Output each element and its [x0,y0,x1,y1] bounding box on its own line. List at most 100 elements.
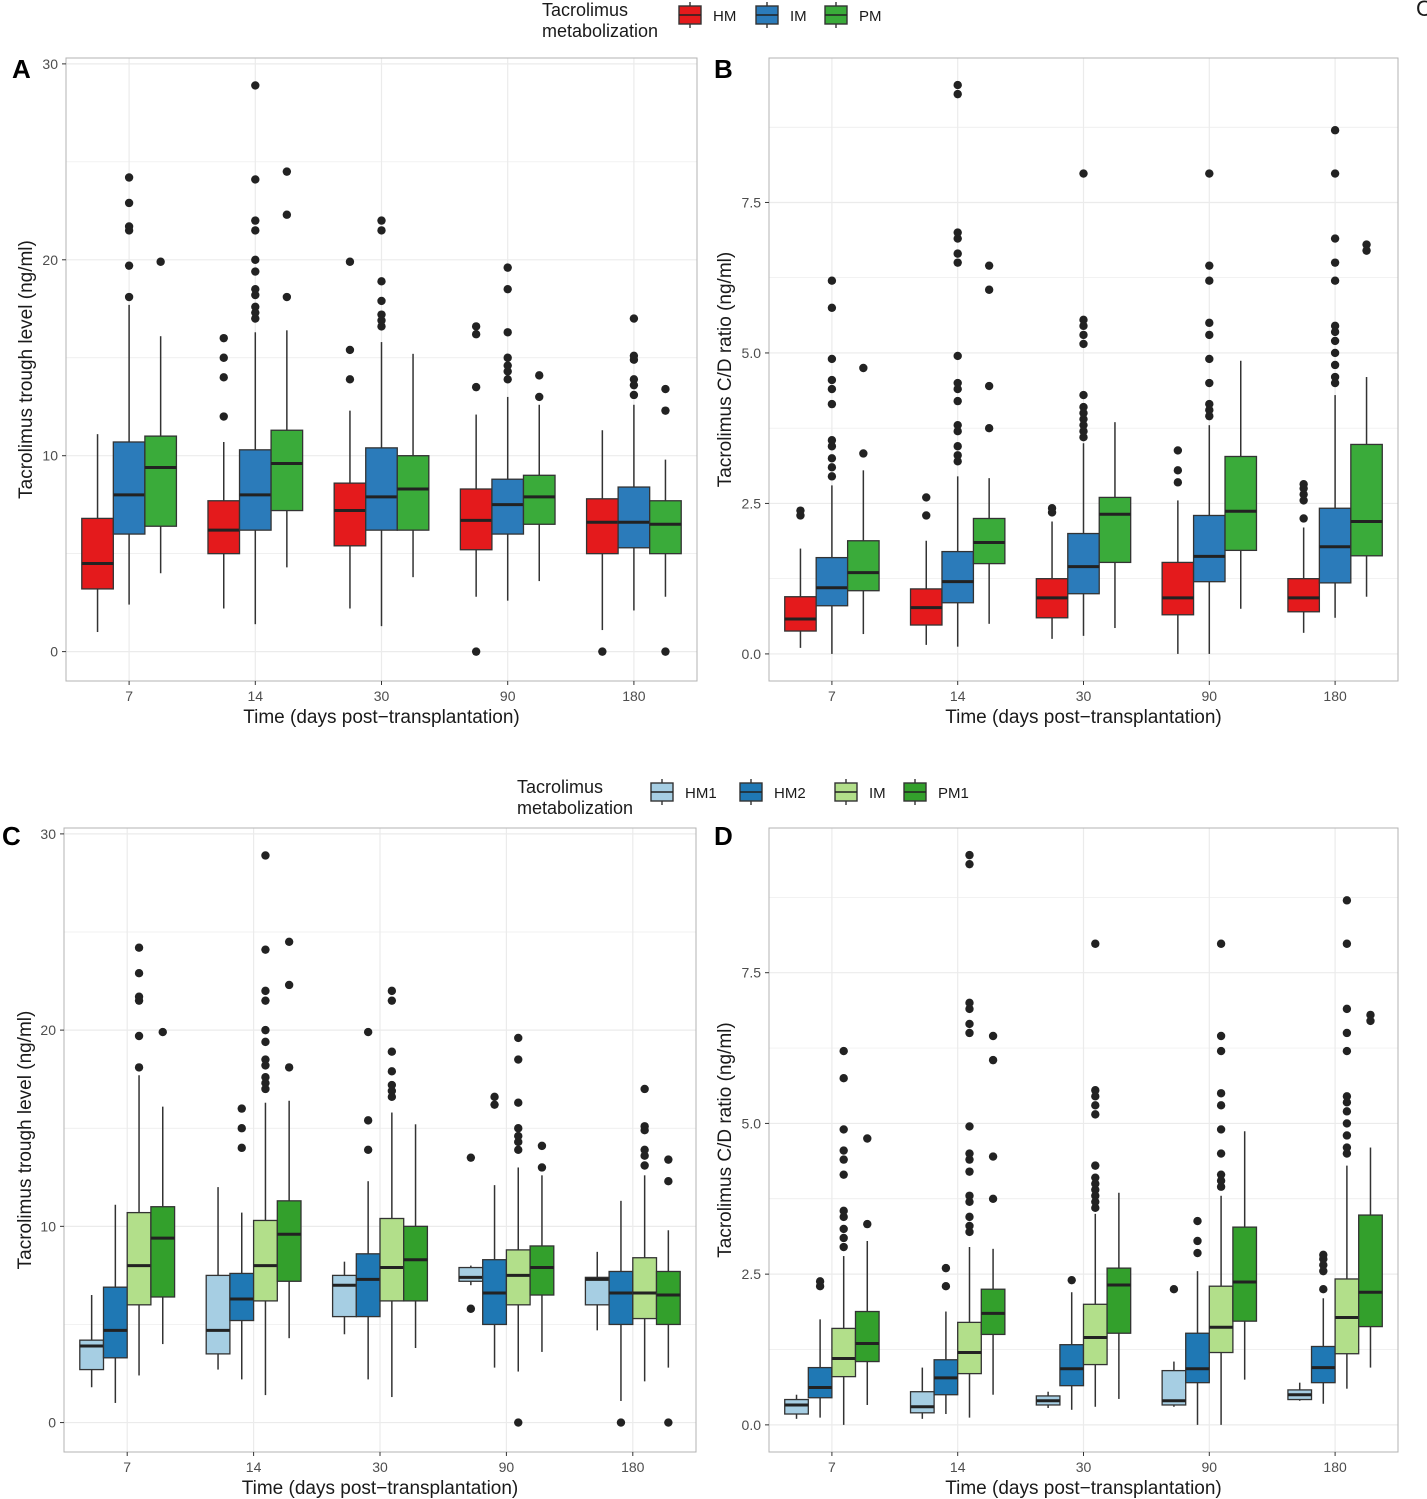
outlier-point [827,276,837,285]
box-hm2-7 [102,1204,128,1403]
box-hm-30 [1035,504,1069,639]
outlier-point [1079,330,1088,340]
outlier-point [284,1063,294,1072]
outlier-point [629,375,639,384]
box-body [815,556,849,607]
x-tick-label: 90 [499,1459,515,1475]
outlier-point [965,850,974,860]
outlier-point [1205,318,1214,328]
outlier-point [988,1194,998,1203]
outlier-point [1091,1092,1100,1101]
outlier-point [503,353,512,362]
box-pm1-7 [150,1027,176,1345]
outlier-point [629,390,639,400]
box-pm1-90 [529,1141,555,1352]
outlier-point [1342,1098,1352,1107]
outlier-point [640,1151,649,1160]
x-tick-label: 90 [500,688,516,704]
outlier-point [629,314,639,323]
x-axis-title: Time (days post−transplantation) [242,1478,519,1499]
outlier-point [1079,433,1088,442]
legend-label: IM [790,8,807,25]
box-body [102,1286,128,1359]
box-pm-30 [396,353,430,578]
y-tick-label: 2.5 [742,495,762,511]
outlier-point [1362,246,1371,255]
outlier-point [1169,1285,1179,1294]
box-hm2-14 [229,1104,255,1380]
outlier-point [1173,478,1183,487]
box-hm-180 [1287,479,1321,633]
outlier-point [387,1047,397,1056]
box-hm-14 [909,493,943,645]
legend-title-line: Tacrolimus [517,777,603,797]
outlier-point [839,1170,848,1179]
outlier-point [363,1116,373,1125]
box-body [1358,1214,1383,1328]
outlier-point [1299,490,1308,499]
outlier-point [1205,405,1214,415]
outlier-point [377,226,386,235]
outlier-point [251,302,260,312]
outlier-point [134,1063,144,1072]
outlier-point [503,263,512,272]
y-tick-label: 20 [42,252,58,268]
legend-item-hm1: HM1 [650,779,717,805]
box-body [144,435,178,527]
outlier-point [1091,939,1100,948]
box-body [529,1245,555,1296]
outlier-point [1091,1161,1100,1170]
box-pm1-14 [980,1031,1006,1395]
box-body [126,1211,152,1306]
outlier-point [616,1418,626,1427]
x-tick-label: 180 [622,688,646,704]
box-body [1310,1345,1336,1384]
boxplot-marks [81,81,682,656]
y-tick-label: 7.5 [742,194,762,210]
outlier-point [471,647,481,656]
outlier-point [284,937,294,947]
outlier-point [387,1092,397,1102]
outlier-point [863,1219,872,1229]
x-tick-label: 90 [1202,1459,1218,1475]
outlier-point [1366,1010,1375,1020]
outlier-point [953,258,962,267]
legend-label: PM [859,8,882,25]
outlier-point [377,296,386,306]
outlier-point [953,249,962,258]
box-hm-90 [459,322,493,656]
outlier-point [1173,446,1183,455]
outlier-point [839,1212,848,1222]
outlier-point [514,1033,523,1043]
outlier-point [124,222,134,231]
legend-item-im: IM [834,779,886,805]
box-im-30 [1082,939,1108,1407]
box-im-90 [491,263,525,601]
x-tick-label: 180 [621,1459,645,1475]
outlier-point [503,284,512,294]
outlier-point [1067,1275,1076,1285]
box-body [649,500,682,555]
outlier-point [1079,420,1088,430]
legend-item-pm1: PM1 [903,779,969,805]
outlier-point [124,261,134,270]
outlier-point [1216,1125,1226,1134]
box-body [276,1200,302,1282]
panel-label: D [714,821,733,851]
legend-item-pm: PM [824,2,882,28]
outlier-point [1216,939,1226,948]
panel-d: 0.0 2.5 5.0 7.5 7 14 30 90 180 Time (days post−tr… [714,821,1399,1499]
outlier-point [1173,466,1183,475]
outlier-point [282,292,292,302]
box-body [522,474,556,525]
outlier-point [537,1141,547,1151]
box-body [807,1366,833,1399]
outlier-point [839,1125,848,1134]
outlier-point [219,373,228,382]
panel-a: 0 10 20 30 7 14 30 90 180 Time (days post−transpl… [12,54,698,728]
panel-label: C [2,821,21,851]
outlier-point [863,1134,872,1143]
outlier-point [1205,354,1214,364]
box-body [81,517,114,590]
outlier-point [965,1028,974,1038]
